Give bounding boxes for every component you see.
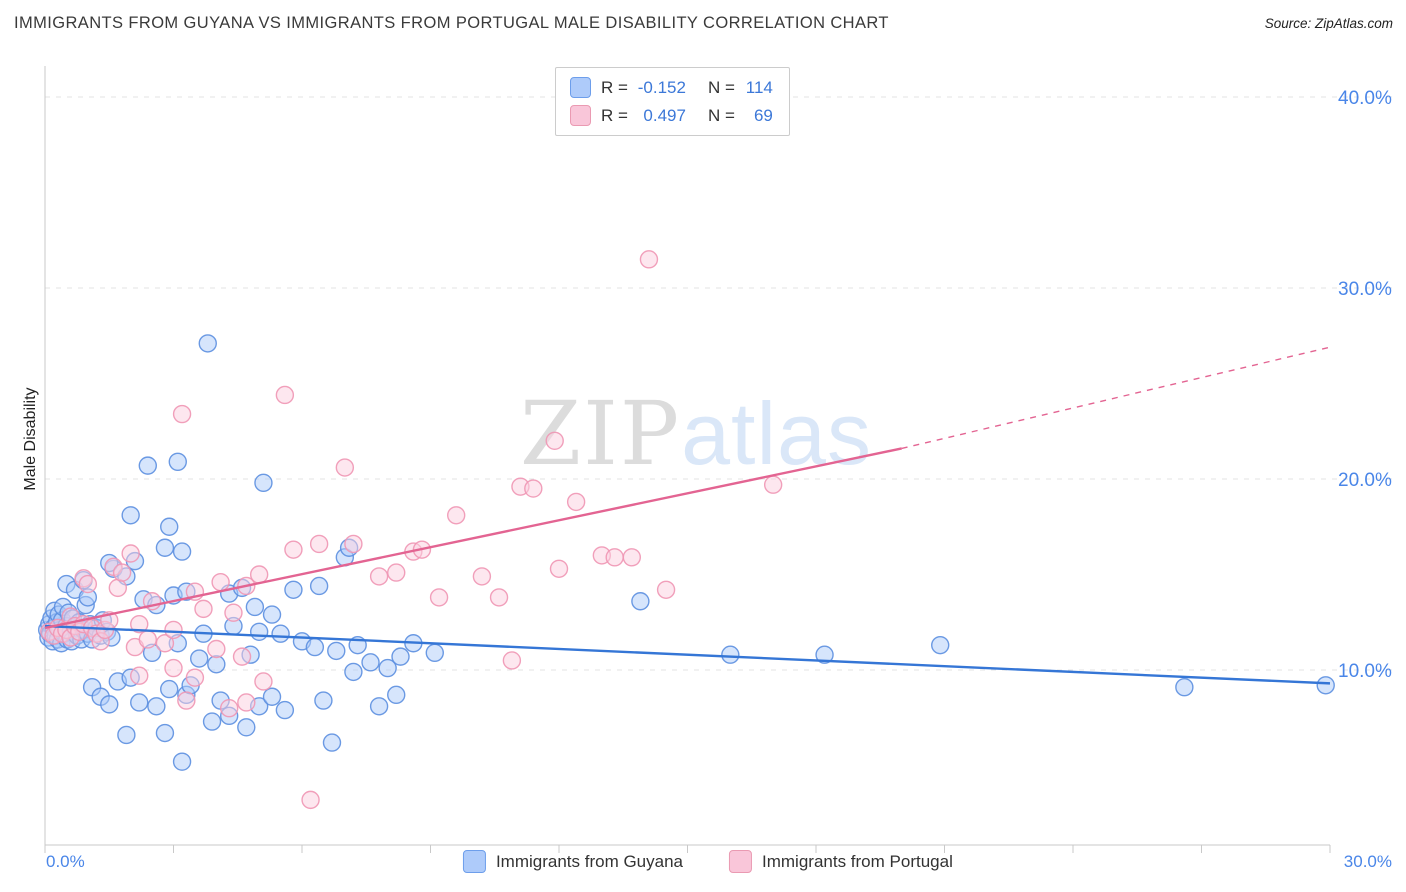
- legend-label-guyana: Immigrants from Guyana: [495, 851, 684, 871]
- page-title: IMMIGRANTS FROM GUYANA VS IMMIGRANTS FRO…: [14, 14, 889, 32]
- svg-text:20.0%: 20.0%: [1338, 470, 1392, 491]
- legend-item-portugal: Immigrants from Portugal: [729, 850, 953, 873]
- n-label: N =: [707, 105, 735, 125]
- source-attribution: Source: ZipAtlas.com: [1264, 16, 1393, 31]
- portugal-swatch-icon: [570, 105, 591, 126]
- r-label: R =: [601, 105, 628, 125]
- svg-text:40.0%: 40.0%: [1338, 88, 1392, 109]
- guyana-swatch-icon: [570, 77, 591, 98]
- r-value-guyana: -0.152: [637, 77, 686, 97]
- legend-label-portugal: Immigrants from Portugal: [762, 851, 953, 871]
- stats-legend-box: R = -0.152 N = 114 R = 0.497 N = 69: [555, 67, 790, 136]
- r-value-portugal: 0.497: [643, 105, 686, 125]
- svg-text:10.0%: 10.0%: [1338, 661, 1392, 682]
- n-value-guyana: 114: [745, 77, 773, 97]
- svg-text:30.0%: 30.0%: [1338, 279, 1392, 300]
- n-value-portugal: 69: [753, 105, 773, 125]
- portugal-legend-swatch-icon: [729, 850, 753, 873]
- chart-legend: Immigrants from Guyana Immigrants from P…: [462, 850, 953, 873]
- y-axis-title: Male Disability: [22, 387, 39, 491]
- x-tick-min: 0.0%: [46, 852, 85, 871]
- x-tick-max: 30.0%: [1343, 852, 1392, 871]
- n-label: N =: [707, 77, 735, 97]
- stats-row-guyana: R = -0.152 N = 114: [570, 77, 773, 98]
- legend-item-guyana: Immigrants from Guyana: [462, 850, 684, 873]
- r-label: R =: [601, 77, 628, 97]
- stats-row-portugal: R = 0.497 N = 69: [570, 105, 773, 126]
- guyana-legend-swatch-icon: [462, 850, 486, 873]
